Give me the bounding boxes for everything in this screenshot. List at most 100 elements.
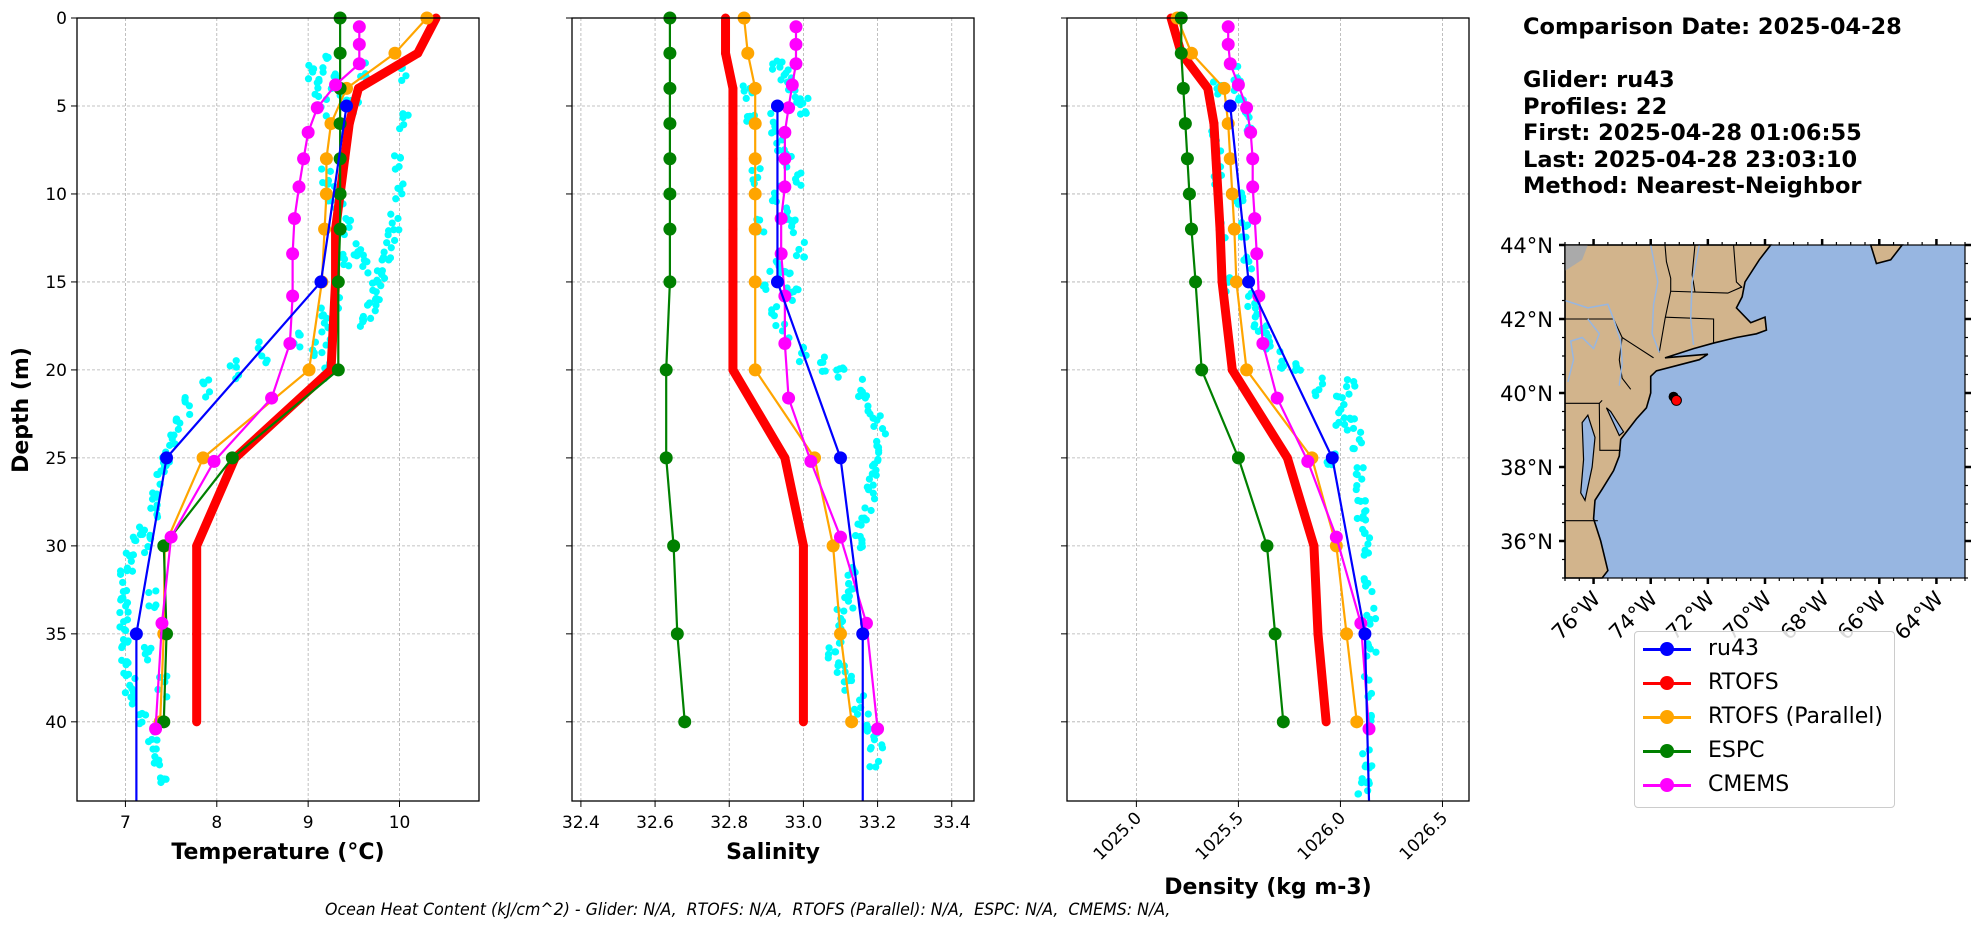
series-marker [748,275,762,289]
salinity-x-label: Salinity [726,840,820,865]
glider-scatter-point [396,154,404,162]
glider-scatter-point [318,312,326,320]
series-marker [871,722,885,736]
series-marker [1248,212,1262,226]
glider-scatter-point [398,76,406,85]
legend: ru43 RTOFS RTOFS (Parallel) ESPC CMEMS [1634,631,1895,808]
glider-scatter-point [141,711,150,719]
glider-scatter-point [864,710,872,718]
glider-scatter-point [1332,392,1341,400]
x-tick-label: 1025.0 [1090,808,1146,864]
series-marker [1282,453,1292,463]
glider-scatter-point [791,175,800,183]
glider-scatter-point [153,470,161,479]
glider-scatter-point [323,54,331,63]
glider-scatter-point [802,109,810,117]
y-tick-label: 30 [45,537,67,557]
glider-scatter-point [378,267,386,275]
glider-scatter-point [319,64,327,72]
glider-scatter-point [862,516,870,524]
glider-scatter-point [770,127,778,136]
series-marker [1189,275,1203,289]
glider-scatter-point [1345,390,1353,398]
glider-scatter-point [124,670,133,678]
glider-scatter-point [314,84,322,92]
series-marker [283,337,297,351]
series-marker [804,454,818,468]
density-x-label: Density (kg m-3) [1164,875,1372,900]
glider-scatter-point [789,218,797,226]
glider-scatter-point [153,736,161,744]
glider-scatter-point [145,588,153,597]
glider-scatter-point [792,251,801,260]
series-marker [663,275,677,289]
glider-scatter-point [1350,378,1358,386]
series-marker [1250,247,1264,261]
glider-scatter-point [1364,642,1373,650]
glider-scatter-point [856,696,864,704]
series-marker [1223,99,1237,113]
glider-scatter-point [1296,366,1304,374]
glider-scatter-point [387,210,395,218]
glider-scatter-point [356,322,364,330]
glider-scatter-point [797,181,805,189]
glider-scatter-point [845,580,853,588]
glider-scatter-point [1243,221,1252,229]
glider-scatter-point [881,430,890,438]
series-marker [1362,722,1376,736]
glider-scatter-point [857,386,865,394]
series-marker [207,454,221,468]
series-marker [333,152,347,166]
glider-name: Glider: ru43 [1523,67,1675,93]
series-marker [388,46,402,60]
state-border [1733,244,1743,288]
series-marker [352,37,366,51]
series-marker [782,101,796,115]
temperature-panel: 7 8 9 10 0 5 10 15 20 25 30 35 40 [45,9,480,833]
series-marker [1174,46,1188,60]
glider-scatter-point [1340,420,1349,429]
series-marker [286,247,300,261]
glider-scatter-point [767,109,775,118]
glider-scatter-point [1342,382,1351,391]
glider-scatter-point [318,328,326,336]
series-marker [748,187,762,201]
x-tick-label: 9 [303,813,314,833]
last-time: Last: 2025-04-28 23:03:10 [1523,146,1858,173]
glider-scatter-point [797,169,805,177]
glider-scatter-point [878,741,886,749]
river [1564,299,1623,386]
glider-scatter-point [118,643,126,652]
series-marker [659,451,673,465]
glider-scatter-point [839,364,847,372]
glider-scatter-point [804,94,812,102]
series-marker [225,451,239,465]
glider-scatter-point [858,542,866,551]
glider-scatter-point [232,357,240,365]
glider-scatter-point [795,357,804,366]
series-marker [192,717,202,727]
series-marker [663,152,677,166]
x-tick-label: 1026.5 [1396,808,1452,864]
info-box: Comparison Date: 2025-04-28​Glider: ru43… [1523,14,1902,200]
glider-scatter-point [391,236,399,245]
series-marker [329,78,343,92]
glider-scatter-point [232,363,240,371]
glider-scatter-point [145,602,153,610]
glider-scatter-point [1349,424,1358,433]
lon-tick-label: 76°W [1547,586,1605,644]
glider-scatter-point [833,668,841,677]
glider-scatter-point [768,65,777,73]
series-marker [782,391,796,405]
glider-scatter-point [783,208,791,216]
river [1567,318,1601,383]
glider-scatter-point [1356,497,1365,505]
glider-scatter-point [1254,327,1262,335]
first-time: First: 2025-04-28 01:06:55 [1523,120,1862,146]
series-marker [129,627,143,641]
glider-scatter-point [304,75,313,83]
series-marker [798,541,808,551]
glider-scatter-point [789,229,797,237]
glider-scatter-point [372,294,380,303]
glider-scatter-point [296,343,304,351]
